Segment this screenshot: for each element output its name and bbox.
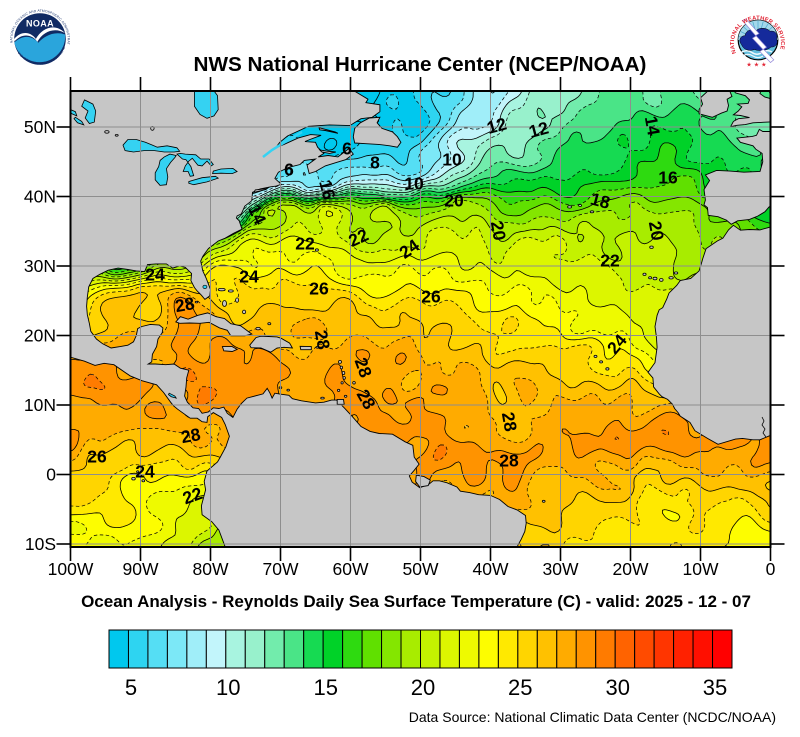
svg-text:20: 20 bbox=[487, 219, 510, 242]
svg-text:24: 24 bbox=[239, 267, 259, 287]
svg-text:28: 28 bbox=[498, 410, 521, 433]
svg-text:0: 0 bbox=[766, 559, 776, 579]
svg-text:20: 20 bbox=[444, 191, 464, 211]
svg-text:100W: 100W bbox=[48, 559, 94, 579]
svg-text:70W: 70W bbox=[263, 559, 299, 579]
svg-text:35: 35 bbox=[703, 675, 727, 700]
svg-text:60W: 60W bbox=[333, 559, 369, 579]
svg-text:NWS National Hurricane Center: NWS National Hurricane Center (NCEP/NOAA… bbox=[194, 53, 647, 76]
svg-text:20N: 20N bbox=[24, 326, 56, 346]
svg-text:0: 0 bbox=[46, 465, 56, 485]
svg-text:28: 28 bbox=[173, 293, 196, 316]
svg-text:30N: 30N bbox=[24, 256, 56, 276]
svg-text:30: 30 bbox=[605, 675, 629, 700]
svg-text:10: 10 bbox=[404, 174, 424, 194]
svg-text:25: 25 bbox=[508, 675, 532, 700]
svg-text:20: 20 bbox=[411, 675, 435, 700]
svg-text:40W: 40W bbox=[473, 559, 509, 579]
svg-text:26: 26 bbox=[421, 287, 441, 307]
svg-text:10N: 10N bbox=[24, 395, 56, 415]
svg-text:16: 16 bbox=[658, 168, 678, 188]
svg-text:NOAA: NOAA bbox=[26, 19, 54, 29]
svg-text:50N: 50N bbox=[24, 117, 56, 137]
svg-text:24: 24 bbox=[135, 462, 155, 482]
svg-text:6: 6 bbox=[284, 160, 294, 180]
svg-text:10S: 10S bbox=[25, 534, 56, 554]
svg-text:40N: 40N bbox=[24, 187, 56, 207]
svg-text:15: 15 bbox=[313, 675, 337, 700]
svg-text:26: 26 bbox=[309, 279, 329, 299]
svg-text:8: 8 bbox=[370, 153, 380, 173]
svg-text:14: 14 bbox=[641, 114, 664, 137]
svg-text:20: 20 bbox=[645, 219, 668, 242]
svg-text:10W: 10W bbox=[683, 559, 719, 579]
svg-text:22: 22 bbox=[600, 251, 620, 271]
svg-text:Data Source: National Climatic: Data Source: National Climatic Data Cent… bbox=[409, 709, 776, 725]
svg-text:20W: 20W bbox=[613, 559, 649, 579]
svg-text:30W: 30W bbox=[543, 559, 579, 579]
svg-text:28: 28 bbox=[179, 424, 202, 447]
svg-text:50W: 50W bbox=[403, 559, 439, 579]
svg-text:6: 6 bbox=[342, 139, 352, 159]
svg-text:22: 22 bbox=[295, 234, 315, 254]
svg-text:10: 10 bbox=[442, 150, 462, 170]
svg-text:Ocean Analysis - Reynolds Dail: Ocean Analysis - Reynolds Daily Sea Surf… bbox=[81, 592, 751, 611]
svg-text:★★★: ★★★ bbox=[746, 62, 768, 69]
svg-text:28: 28 bbox=[311, 328, 334, 351]
svg-text:5: 5 bbox=[125, 675, 137, 700]
svg-text:10: 10 bbox=[216, 675, 240, 700]
svg-text:26: 26 bbox=[87, 447, 107, 467]
svg-text:24: 24 bbox=[145, 265, 165, 285]
svg-text:28: 28 bbox=[499, 451, 519, 471]
svg-text:80W: 80W bbox=[193, 559, 229, 579]
svg-text:90W: 90W bbox=[123, 559, 159, 579]
